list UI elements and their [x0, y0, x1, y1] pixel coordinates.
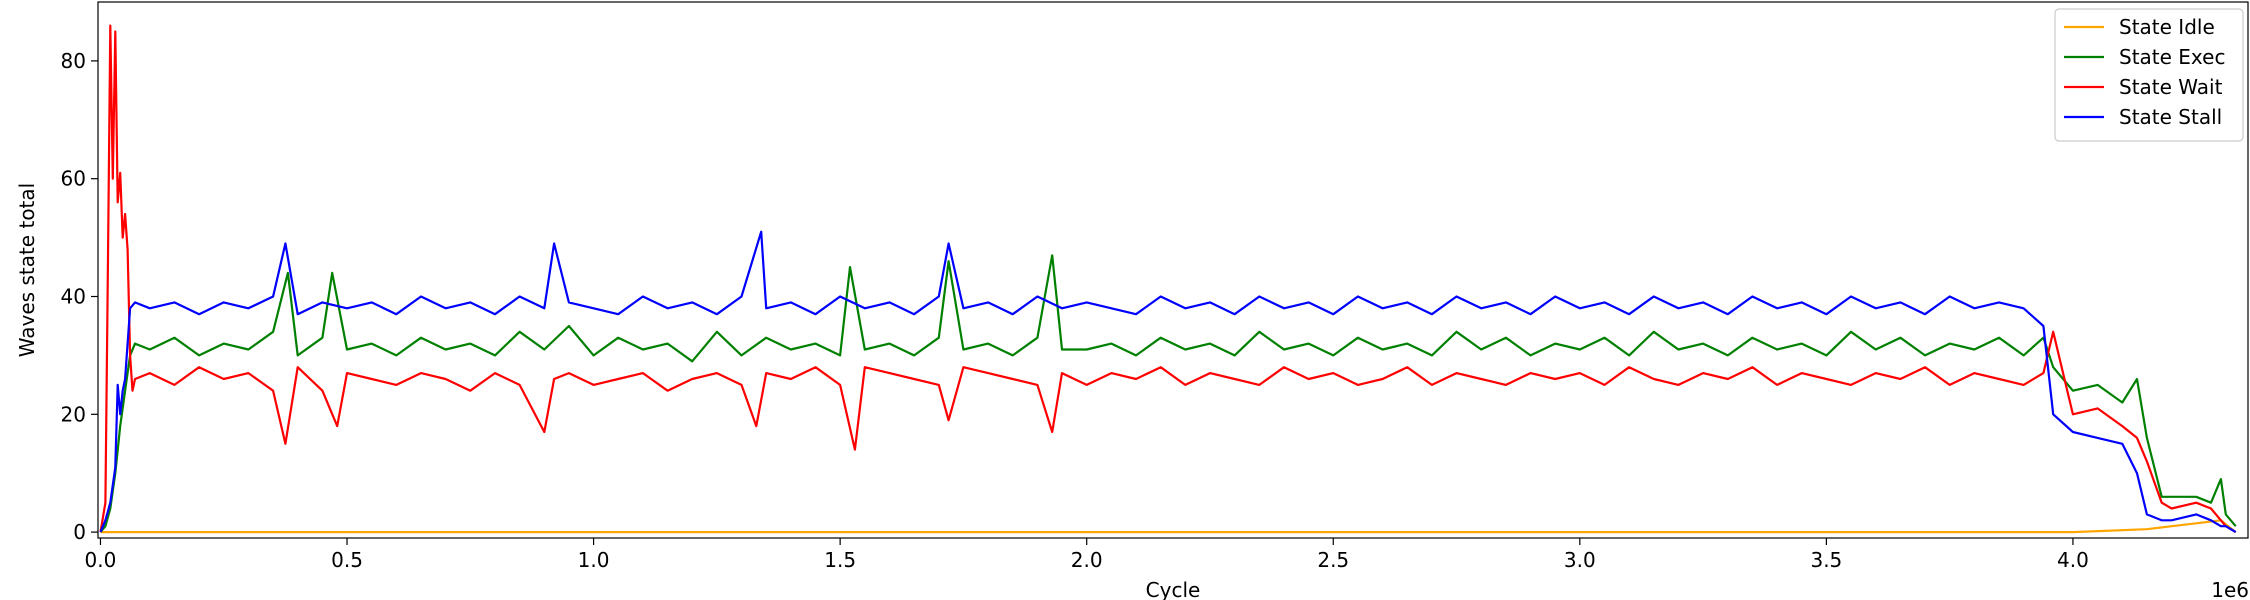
x-tick-label: 1.0	[578, 548, 610, 572]
x-tick-label: 0.0	[85, 548, 117, 572]
x-tick-label: 3.5	[1810, 548, 1842, 572]
x-tick-label: 1.5	[824, 548, 856, 572]
x-tick-label: 0.5	[331, 548, 363, 572]
legend: State Idle State Exec State Wait State Stal…	[2054, 8, 2244, 142]
y-tick-label: 60	[61, 167, 86, 191]
legend-label: State Wait	[2119, 75, 2223, 99]
series-layer	[99, 24, 2237, 534]
x-axis: 0.0 0.5 1.0 1.5 2.0 2.5 3.0 3.5 4.0	[85, 538, 2089, 572]
x-tick-label: 2.5	[1317, 548, 1349, 572]
y-axis-label: Waves state total	[15, 183, 39, 357]
x-tick-label: 4.0	[2057, 548, 2089, 572]
legend-label: State Exec	[2119, 45, 2225, 69]
y-tick-label: 80	[61, 49, 86, 73]
y-tick-label: 20	[61, 402, 86, 426]
legend-label: State Stall	[2119, 105, 2222, 129]
series-line-0	[100, 519, 2237, 534]
axes-frame	[97, 1, 2249, 539]
y-tick-label: 0	[73, 520, 86, 544]
y-axis: 0 20 40 60 80	[61, 49, 98, 544]
x-tick-label: 3.0	[1564, 548, 1596, 572]
legend-box	[2054, 8, 2244, 142]
series-line-3	[99, 230, 2237, 534]
x-axis-offset-text: 1e6	[2211, 578, 2249, 600]
legend-label: State Idle	[2119, 15, 2215, 39]
series-line-2	[99, 24, 2237, 534]
y-tick-label: 40	[61, 285, 86, 309]
x-tick-label: 2.0	[1071, 548, 1103, 572]
x-axis-label: Cycle	[1146, 578, 1201, 600]
series-line-1	[99, 254, 2237, 533]
